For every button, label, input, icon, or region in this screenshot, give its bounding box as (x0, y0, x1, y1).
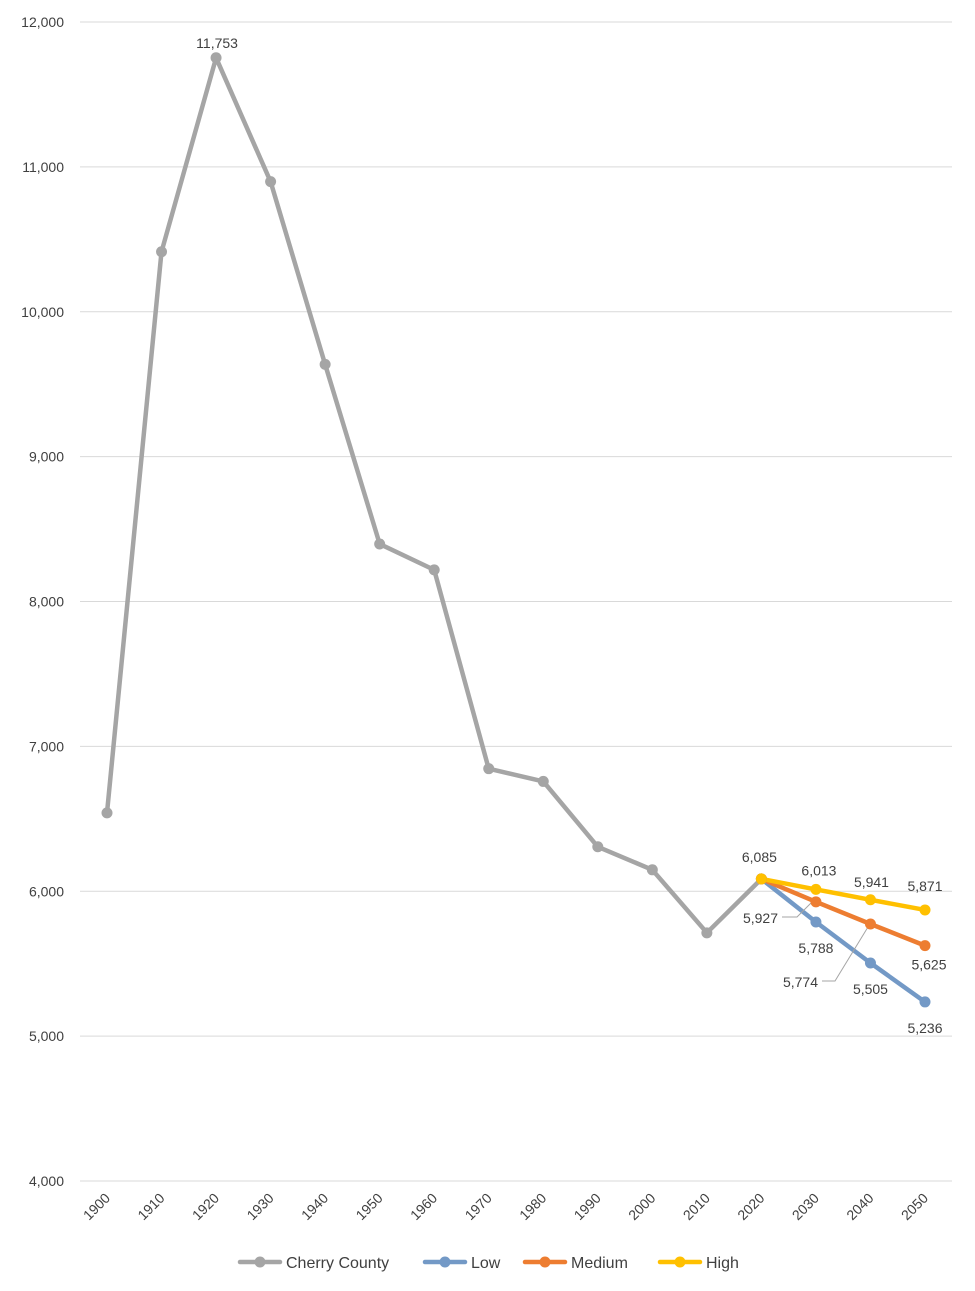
data-labels: 11,753 6,085 5,788 5,505 5,236 5,927 5,774 5,62… (196, 35, 947, 1036)
label-leader-lines (782, 901, 869, 982)
leader-line-medium-2030 (782, 901, 813, 918)
y-tick-label-10000: 10,000 (21, 304, 64, 320)
y-tick-label-12000: 12,000 (21, 14, 64, 30)
data-point-cherry-county-1990 (592, 841, 604, 853)
x-axis-tick-labels: 1900 1910 1920 1930 1940 1950 1960 1970 1980 1990… (80, 1190, 931, 1223)
data-point-cherry-county-1920 (210, 52, 222, 64)
data-label-high-2030: 6,013 (801, 862, 836, 878)
data-label-cherry-county-1920: 11,753 (196, 35, 238, 51)
x-tick-label-1960: 1960 (407, 1190, 440, 1223)
x-tick-label-1900: 1900 (80, 1190, 113, 1223)
y-tick-label-6000: 6,000 (29, 883, 64, 899)
data-point-cherry-county-1960 (428, 564, 440, 576)
data-label-low-2050: 5,236 (907, 1020, 942, 1036)
x-tick-label-1930: 1930 (243, 1190, 276, 1223)
data-point-low-2030 (810, 916, 822, 928)
legend: Cherry County Low Medium High (237, 1255, 739, 1272)
data-label-high-2040: 5,941 (854, 874, 889, 890)
data-point-cherry-county-1900 (101, 807, 113, 819)
data-point-cherry-county-1980 (537, 775, 549, 787)
legend-item-medium: Medium (522, 1255, 628, 1272)
leader-line-medium-2040 (822, 926, 869, 982)
legend-label-medium: Medium (571, 1255, 628, 1272)
legend-item-low: Low (422, 1255, 501, 1272)
data-label-medium-2040: 5,774 (783, 974, 818, 990)
y-tick-label-5000: 5,000 (29, 1028, 64, 1044)
x-tick-label-1950: 1950 (352, 1190, 385, 1223)
gridlines (80, 21, 952, 1182)
legend-label-low: Low (471, 1255, 501, 1272)
legend-item-cherry-county: Cherry County (237, 1255, 389, 1272)
x-tick-label-1920: 1920 (189, 1190, 222, 1223)
data-label-low-2040: 5,505 (853, 981, 888, 997)
x-tick-label-2050: 2050 (898, 1190, 931, 1223)
y-tick-label-4000: 4,000 (29, 1173, 64, 1189)
data-point-cherry-county-1930 (265, 176, 277, 188)
x-tick-label-1970: 1970 (462, 1190, 495, 1223)
data-point-cherry-county-1940 (319, 358, 331, 370)
data-point-low-2040 (864, 957, 876, 969)
series-points (101, 52, 931, 1008)
data-point-cherry-county-1950 (374, 538, 386, 550)
x-tick-label-2000: 2000 (625, 1190, 658, 1223)
data-point-cherry-county-2000 (646, 864, 658, 876)
x-tick-label-1910: 1910 (134, 1190, 167, 1223)
y-axis-tick-labels: 4,000 5,000 6,000 7,000 8,000 9,000 10,000 11,0… (21, 14, 64, 1189)
data-point-medium-2040 (864, 918, 876, 930)
x-tick-label-1980: 1980 (516, 1190, 549, 1223)
x-tick-label-2040: 2040 (843, 1190, 876, 1223)
data-point-high-2040 (864, 894, 876, 906)
y-tick-label-8000: 8,000 (29, 594, 64, 610)
series-line-cherry-county (104, 55, 764, 936)
data-point-low-2050 (919, 996, 931, 1008)
legend-label-high: High (706, 1255, 739, 1272)
y-tick-label-9000: 9,000 (29, 449, 64, 465)
series-lines (104, 55, 928, 1005)
data-label-medium-2030: 5,927 (743, 910, 778, 926)
series-line-medium (759, 876, 928, 948)
data-label-low-2030: 5,788 (798, 940, 833, 956)
x-tick-label-1940: 1940 (298, 1190, 331, 1223)
x-tick-label-2010: 2010 (680, 1190, 713, 1223)
data-point-high-2050 (919, 904, 931, 916)
legend-swatch-marker-low (439, 1256, 451, 1268)
legend-swatch-marker-cherry-county (254, 1256, 266, 1268)
legend-swatch-marker-medium (539, 1256, 551, 1268)
legend-swatch-marker-high (674, 1256, 686, 1268)
series-line-low (759, 876, 928, 1005)
data-point-cherry-county-2010 (701, 927, 713, 939)
data-point-high-2030 (810, 883, 822, 895)
data-label-cherry-county-2020: 6,085 (742, 849, 777, 865)
x-tick-label-2030: 2030 (789, 1190, 822, 1223)
data-point-high-2020 (755, 873, 767, 885)
data-point-cherry-county-1970 (483, 763, 495, 775)
data-point-medium-2030 (810, 896, 822, 908)
y-tick-label-11000: 11,000 (22, 159, 64, 175)
legend-item-high: High (657, 1255, 739, 1272)
series-line-high (759, 876, 928, 913)
data-label-high-2050: 5,871 (907, 878, 942, 894)
legend-label-cherry-county: Cherry County (286, 1255, 389, 1272)
data-point-cherry-county-1910 (156, 246, 168, 258)
data-label-medium-2050: 5,625 (911, 957, 946, 973)
x-tick-label-1990: 1990 (571, 1190, 604, 1223)
y-tick-label-7000: 7,000 (29, 738, 64, 754)
data-point-medium-2050 (919, 940, 931, 952)
x-tick-label-2020: 2020 (734, 1190, 767, 1223)
